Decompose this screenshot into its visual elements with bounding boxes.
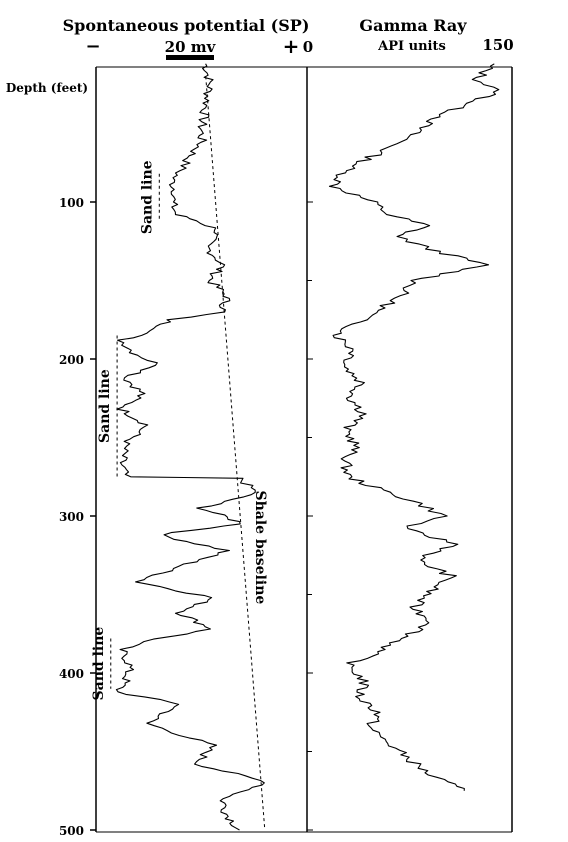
gr-depth-ticks [307,201,313,831]
sp-curve [115,63,265,831]
sp-scale-label: 20 mv [165,38,217,56]
depth-tick-label: 100 [59,196,84,210]
sp-curve-layer [115,63,265,831]
sand-line-label: Sand line [91,627,107,701]
depth-tick-label: 500 [59,824,84,838]
sp-scale-bar [166,55,214,60]
sp-plus-label: + [283,34,300,58]
shale-baseline-layer [205,76,266,831]
gr-x-right-label: 150 [482,36,513,54]
depth-axis-label: Depth (feet) [6,81,88,95]
gamma-ray-curve [328,63,500,791]
gr-curve-layer [328,63,500,791]
depth-tick-label: 300 [59,510,84,524]
depth-tick-label: 200 [59,353,84,367]
sp-minus-label: − [85,36,100,57]
sand-line-label: Sand line [139,160,155,234]
gr-unit-label: API units [377,39,446,54]
shale-baseline [205,76,266,831]
sp-title: Spontaneous potential (SP) [63,16,310,35]
annotation-layer: Sand line Sand line Sand line Shale baselin… [91,160,268,700]
shale-baseline-label: Shale baseline [252,490,268,604]
sand-line-label: Sand line [97,369,113,443]
depth-axis: 100 200 300 400 500 [59,196,96,838]
gr-x-left-label: 0 [303,38,313,56]
gr-title: Gamma Ray [359,16,467,35]
depth-tick-label: 400 [59,667,84,681]
